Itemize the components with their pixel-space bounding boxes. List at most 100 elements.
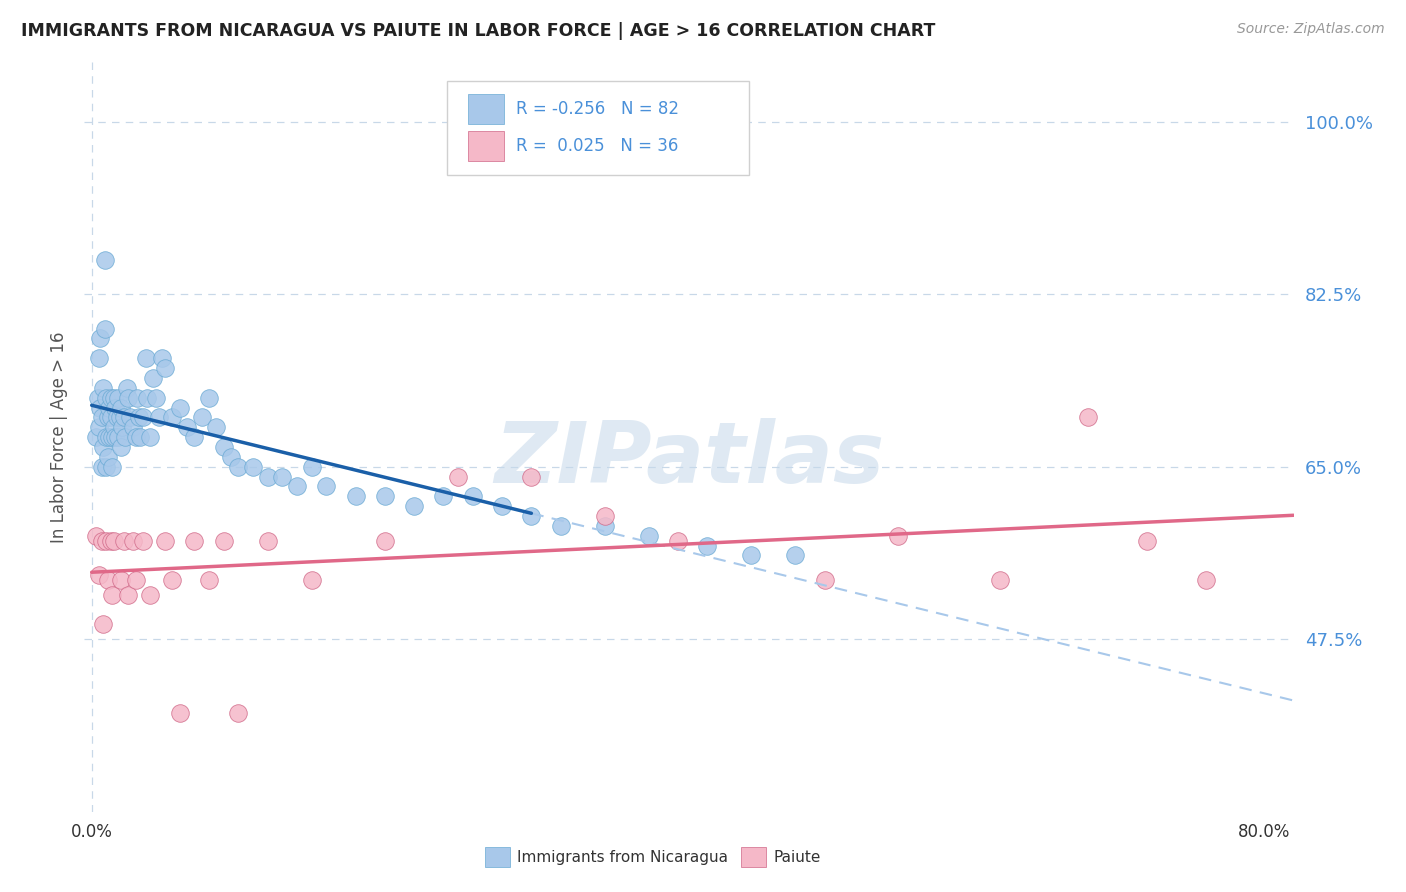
- Point: [344, 489, 367, 503]
- Point: [111, 420, 134, 434]
- Point: [114, 430, 136, 444]
- Point: [96, 391, 118, 405]
- Point: [162, 410, 184, 425]
- Point: [115, 381, 138, 395]
- Point: [256, 533, 278, 548]
- Point: [132, 533, 155, 548]
- Text: ZIPatlas: ZIPatlas: [494, 418, 884, 501]
- Point: [1136, 533, 1159, 548]
- Point: [101, 588, 124, 602]
- Point: [104, 401, 127, 415]
- Point: [696, 539, 718, 553]
- Point: [139, 430, 162, 444]
- Point: [813, 573, 835, 587]
- Point: [183, 533, 205, 548]
- Point: [990, 573, 1012, 587]
- Point: [112, 533, 135, 548]
- Point: [117, 391, 139, 405]
- Point: [176, 420, 198, 434]
- Point: [183, 430, 205, 444]
- Point: [96, 459, 118, 474]
- Point: [127, 391, 149, 405]
- Text: Immigrants from Nicaragua: Immigrants from Nicaragua: [517, 850, 728, 864]
- Point: [105, 410, 128, 425]
- Point: [637, 529, 659, 543]
- Point: [190, 410, 212, 425]
- Point: [785, 549, 807, 563]
- Point: [593, 518, 616, 533]
- Point: [491, 499, 513, 513]
- Point: [169, 706, 191, 720]
- Point: [87, 351, 110, 366]
- Point: [1077, 410, 1099, 425]
- Point: [118, 410, 141, 425]
- Point: [93, 381, 115, 395]
- Point: [98, 401, 121, 415]
- Point: [110, 401, 132, 415]
- Point: [103, 391, 125, 405]
- Point: [285, 479, 308, 493]
- Point: [110, 573, 132, 587]
- Point: [132, 410, 155, 425]
- Point: [212, 440, 235, 454]
- Point: [97, 573, 120, 587]
- Point: [96, 430, 118, 444]
- Point: [153, 533, 176, 548]
- Point: [520, 469, 543, 483]
- Point: [91, 410, 114, 425]
- Y-axis label: In Labor Force | Age > 16: In Labor Force | Age > 16: [49, 331, 67, 543]
- Point: [110, 440, 132, 454]
- Point: [219, 450, 242, 464]
- Point: [101, 430, 124, 444]
- Point: [124, 573, 146, 587]
- Point: [107, 391, 129, 405]
- Point: [226, 459, 249, 474]
- Text: IMMIGRANTS FROM NICARAGUA VS PAIUTE IN LABOR FORCE | AGE > 16 CORRELATION CHART: IMMIGRANTS FROM NICARAGUA VS PAIUTE IN L…: [21, 22, 935, 40]
- Point: [84, 430, 107, 444]
- Text: Paiute: Paiute: [773, 850, 821, 864]
- Point: [461, 489, 484, 503]
- Point: [112, 410, 135, 425]
- Point: [91, 533, 114, 548]
- Point: [100, 391, 122, 405]
- Point: [121, 420, 143, 434]
- Point: [226, 706, 249, 720]
- Point: [124, 430, 146, 444]
- Point: [301, 459, 323, 474]
- Point: [205, 420, 228, 434]
- Point: [86, 391, 108, 405]
- Point: [104, 430, 127, 444]
- Point: [94, 321, 117, 335]
- Point: [128, 410, 150, 425]
- Point: [103, 420, 125, 434]
- FancyBboxPatch shape: [447, 81, 749, 175]
- Point: [447, 469, 470, 483]
- Point: [91, 459, 114, 474]
- Point: [139, 588, 162, 602]
- Point: [374, 533, 396, 548]
- Text: R = -0.256   N = 82: R = -0.256 N = 82: [516, 100, 679, 118]
- Point: [374, 489, 396, 503]
- Point: [98, 430, 121, 444]
- Point: [87, 420, 110, 434]
- Point: [169, 401, 191, 415]
- Point: [97, 450, 120, 464]
- Point: [666, 533, 689, 548]
- Bar: [468, 131, 503, 161]
- Point: [162, 573, 184, 587]
- Point: [101, 459, 124, 474]
- Bar: [468, 94, 503, 124]
- Point: [87, 568, 110, 582]
- Point: [142, 371, 165, 385]
- Point: [520, 508, 543, 523]
- Point: [93, 440, 115, 454]
- Point: [129, 430, 152, 444]
- Point: [271, 469, 294, 483]
- Text: Source: ZipAtlas.com: Source: ZipAtlas.com: [1237, 22, 1385, 37]
- Point: [148, 410, 170, 425]
- Point: [593, 508, 616, 523]
- Point: [107, 430, 129, 444]
- Point: [256, 469, 278, 483]
- Point: [89, 331, 111, 345]
- Point: [550, 518, 572, 533]
